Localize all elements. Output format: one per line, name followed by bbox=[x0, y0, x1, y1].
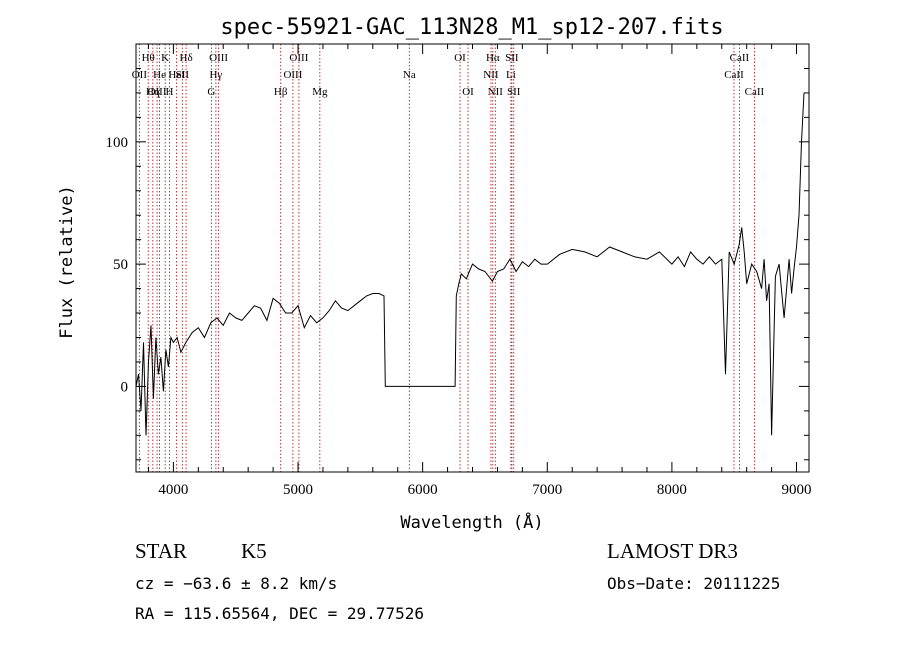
line-marker-label: OI bbox=[454, 52, 466, 64]
line-marker-label: CaII bbox=[724, 69, 744, 81]
line-marker-label: Li bbox=[506, 69, 516, 81]
line-marker-label: OIII bbox=[289, 52, 308, 64]
line-marker-label: H bbox=[166, 86, 174, 98]
line-marker-label: SII bbox=[176, 69, 190, 81]
line-marker-label: OI bbox=[462, 86, 474, 98]
line-marker-label: OII bbox=[132, 69, 148, 81]
object-class: STAR bbox=[135, 539, 187, 563]
line-marker-label: SII bbox=[505, 52, 519, 64]
line-marker-label: Na bbox=[403, 69, 416, 81]
chart-title: spec-55921-GAC_113N28_M1_sp12-207.fits bbox=[220, 15, 723, 40]
line-marker-label: Hβ bbox=[274, 86, 288, 98]
line-marker-label: Hα bbox=[486, 52, 500, 64]
x-tick-label: 6000 bbox=[408, 482, 438, 498]
x-axis-label: Wavelength (Å) bbox=[400, 511, 543, 533]
line-marker-label: K bbox=[161, 52, 169, 64]
line-marker-label: OIII bbox=[283, 69, 302, 81]
y-axis-ticks: 0 50 100 bbox=[106, 43, 809, 461]
line-marker-label: CaII bbox=[745, 86, 765, 98]
line-marker-label: Hθ bbox=[142, 52, 155, 64]
x-tick-label: 5000 bbox=[283, 482, 313, 498]
line-marker-label: Hγ bbox=[209, 69, 222, 81]
object-subclass: K5 bbox=[241, 539, 267, 563]
x-tick-label: 9000 bbox=[782, 482, 812, 498]
line-marker-label: NII bbox=[483, 69, 499, 81]
y-tick-label: 0 bbox=[121, 379, 129, 395]
emission-line-markers bbox=[138, 44, 755, 472]
line-marker-label: NII bbox=[488, 86, 504, 98]
y-tick-label: 50 bbox=[113, 257, 128, 273]
line-marker-label: OIII bbox=[148, 86, 167, 98]
y-tick-label: 100 bbox=[106, 135, 129, 151]
line-marker-label: HeI bbox=[168, 69, 185, 81]
redshift-velocity: cz = −63.6 ± 8.2 km/s bbox=[135, 574, 338, 593]
coordinates: RA = 115.65564, DEC = 29.77526 bbox=[135, 604, 424, 623]
y-axis-label: Flux (relative) bbox=[57, 185, 77, 339]
line-marker-label: CaII bbox=[730, 52, 750, 64]
x-tick-label: 7000 bbox=[532, 482, 562, 498]
line-marker-label: G bbox=[207, 86, 215, 98]
observation-date: Obs−Date: 20111225 bbox=[607, 574, 781, 593]
x-tick-label: 4000 bbox=[158, 482, 188, 498]
line-marker-label: SII bbox=[507, 86, 521, 98]
line-marker-label: Hη bbox=[146, 86, 160, 98]
line-marker-label: He bbox=[153, 69, 166, 81]
survey-name: LAMOST DR3 bbox=[607, 539, 738, 563]
x-axis-ticks: 4000 5000 6000 7000 8000 9000 bbox=[147, 44, 812, 498]
spectrum-line bbox=[135, 92, 805, 436]
line-marker-label: OIII bbox=[209, 52, 228, 64]
line-marker-label: Mg bbox=[312, 86, 328, 98]
line-marker-label: Hδ bbox=[180, 52, 193, 64]
x-tick-label: 8000 bbox=[657, 482, 687, 498]
